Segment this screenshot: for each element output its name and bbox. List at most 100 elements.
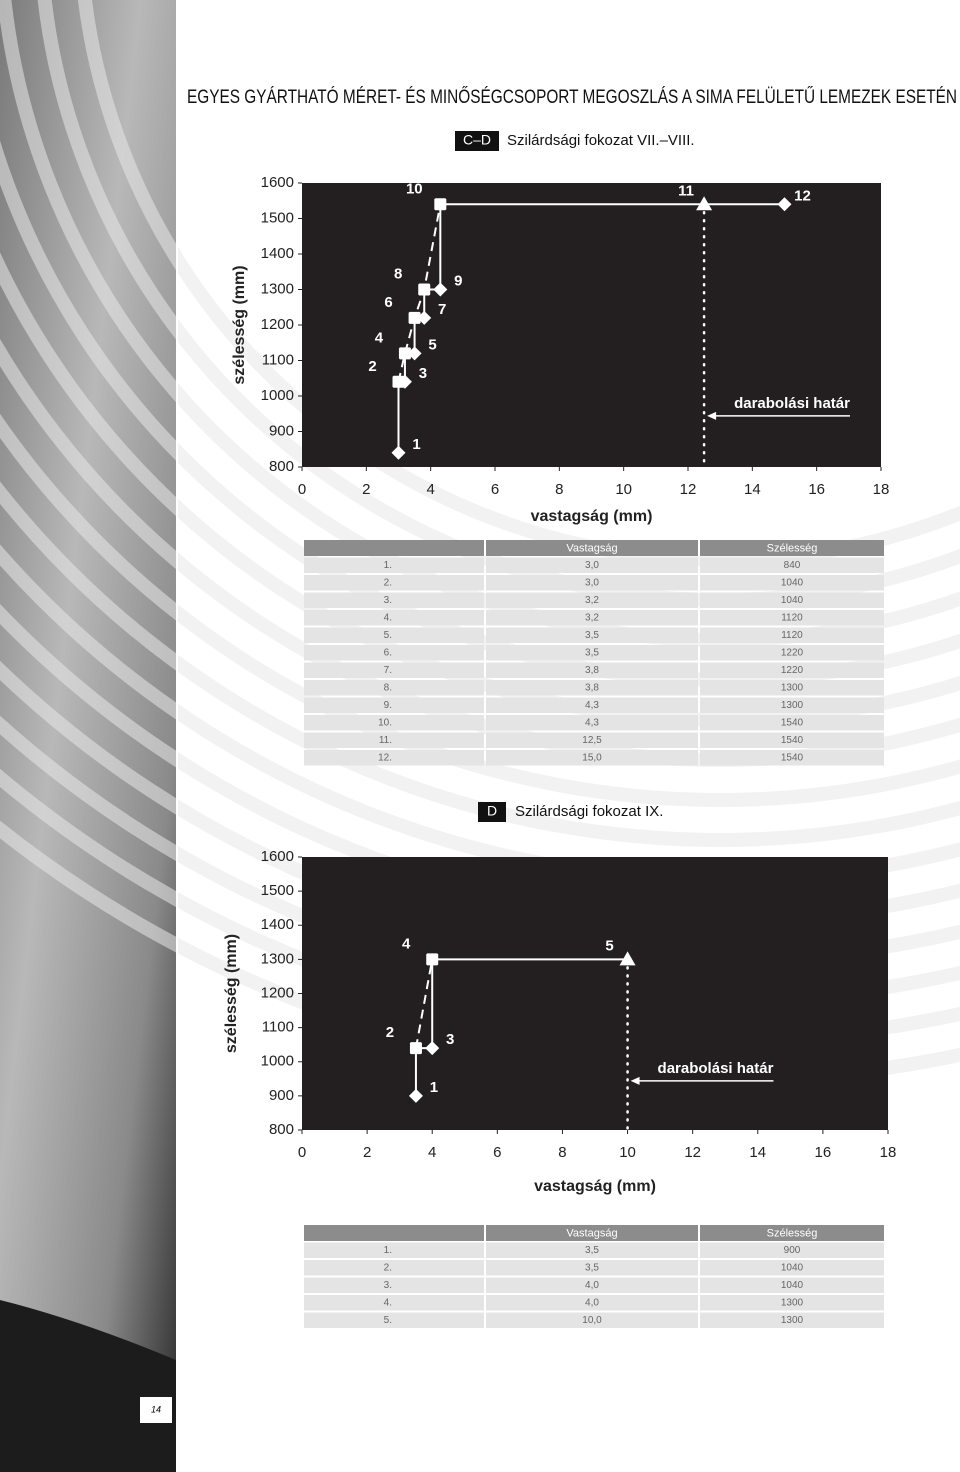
- y-tick-label: 1200: [261, 984, 294, 1001]
- section-tag-box: [478, 802, 506, 822]
- table-cell-bg: [486, 1277, 698, 1293]
- x-tick-label: 14: [744, 481, 761, 498]
- marker-square: [426, 953, 439, 966]
- table-cell: 1.: [384, 560, 392, 571]
- table-cell: 4,0: [585, 1297, 599, 1308]
- table-cell-bg: [486, 610, 698, 626]
- table-cell-bg: [304, 645, 484, 661]
- marker-diamond: [417, 310, 432, 325]
- table-header-sep: [698, 1225, 700, 1241]
- table-header: [304, 540, 884, 556]
- table-cell: 5.: [384, 630, 392, 641]
- table-cell-bg: [304, 750, 484, 766]
- table-header-cell: Vastagság: [566, 543, 617, 555]
- marker-diamond: [777, 197, 792, 212]
- x-tick-label: 6: [493, 1144, 501, 1161]
- table-cell-bg: [700, 680, 884, 696]
- table-cell: 3,8: [585, 665, 599, 676]
- table-cell-bg: [304, 1260, 484, 1276]
- table-cell: 1120: [781, 630, 803, 641]
- table-cell-bg: [304, 715, 484, 731]
- table-cell-bg: [304, 575, 484, 591]
- y-axis-title: szélesség (mm): [231, 265, 248, 384]
- y-tick-label: 1400: [261, 245, 294, 262]
- point-label: 4: [375, 329, 384, 346]
- table-cell-bg: [486, 1260, 698, 1276]
- table-cell-bg: [700, 1242, 884, 1258]
- table-cell-bg: [304, 680, 484, 696]
- table-cell: 2.: [384, 577, 392, 588]
- table-cell-bg: [700, 557, 884, 573]
- table-cell-bg: [700, 697, 884, 713]
- table-cell-bg: [700, 715, 884, 731]
- table-cell-bg: [486, 575, 698, 591]
- table-cell: 3,8: [585, 682, 599, 693]
- table-cell-bg: [304, 732, 484, 748]
- marker-diamond: [397, 374, 412, 389]
- table-cell-bg: [700, 627, 884, 643]
- table-cell: 10,0: [582, 1315, 602, 1326]
- y-tick-label: 800: [269, 458, 294, 475]
- x-tick-label: 4: [428, 1144, 436, 1161]
- table-cell-bg: [486, 680, 698, 696]
- table-cell: 900: [784, 1245, 801, 1256]
- table-header: [304, 1225, 884, 1241]
- table-cell: 1300: [781, 1315, 804, 1326]
- marker-diamond: [407, 346, 422, 361]
- section-tag-box: [455, 131, 499, 151]
- section-tag: C–D: [463, 132, 491, 148]
- table-cell-bg: [486, 697, 698, 713]
- table-cell-bg: [304, 610, 484, 626]
- marker-diamond: [425, 1041, 440, 1056]
- table-cell-bg: [304, 557, 484, 573]
- page-title: EGYES GYÁRTHATÓ MÉRET- ÉS MINŐSÉGCSOPORT…: [187, 86, 957, 108]
- table-cell-bg: [700, 575, 884, 591]
- y-tick-label: 1500: [261, 209, 294, 226]
- point-label: 6: [384, 294, 392, 311]
- y-tick-label: 800: [269, 1121, 294, 1138]
- point-label: 10: [406, 180, 423, 197]
- table-cell: 1220: [781, 647, 804, 658]
- x-tick-label: 10: [615, 481, 632, 498]
- x-tick-label: 14: [749, 1144, 766, 1161]
- table-cell-bg: [700, 662, 884, 678]
- table-cell-bg: [700, 645, 884, 661]
- table-cell: 1040: [781, 595, 804, 606]
- page-number: 14: [151, 1404, 161, 1414]
- plot-area: [302, 857, 888, 1130]
- table-cell: 3,5: [585, 647, 599, 658]
- table-cell: 3,5: [585, 1245, 599, 1256]
- x-tick-label: 0: [298, 481, 306, 498]
- x-tick-label: 18: [880, 1144, 897, 1161]
- point-label: 9: [454, 272, 462, 289]
- table-cell-bg: [486, 1295, 698, 1311]
- table-cell: 3,0: [585, 560, 599, 571]
- table-cell: 4,3: [585, 700, 599, 711]
- annotation-arrowhead: [707, 411, 717, 420]
- x-tick-label: 8: [558, 1144, 566, 1161]
- x-tick-label: 0: [298, 1144, 306, 1161]
- point-label: 11: [678, 182, 694, 199]
- annotation-arrowhead: [630, 1076, 640, 1085]
- y-tick-label: 1100: [262, 1019, 294, 1036]
- marker-square: [434, 198, 447, 211]
- x-tick-label: 10: [619, 1144, 636, 1161]
- table-cell: 4,0: [585, 1280, 599, 1291]
- table-cell-bg: [486, 1312, 698, 1328]
- section-label: Szilárdsági fokozat IX.: [515, 803, 663, 820]
- table-cell: 10.: [378, 717, 392, 728]
- marker-square: [408, 311, 421, 324]
- y-tick-label: 900: [269, 422, 294, 439]
- table-cell-bg: [304, 662, 484, 678]
- table-cell-bg: [486, 662, 698, 678]
- table-cell-bg: [304, 627, 484, 643]
- table-cell-bg: [486, 645, 698, 661]
- table-cell: 1300: [781, 700, 804, 711]
- y-tick-label: 1300: [261, 950, 294, 967]
- table-cell: 11.: [379, 735, 392, 746]
- point-label: 1: [412, 436, 420, 453]
- annotation-text: darabolási határ: [658, 1060, 774, 1077]
- y-tick-label: 1500: [261, 882, 294, 899]
- point-label: 3: [446, 1031, 454, 1048]
- table-cell-bg: [700, 1312, 884, 1328]
